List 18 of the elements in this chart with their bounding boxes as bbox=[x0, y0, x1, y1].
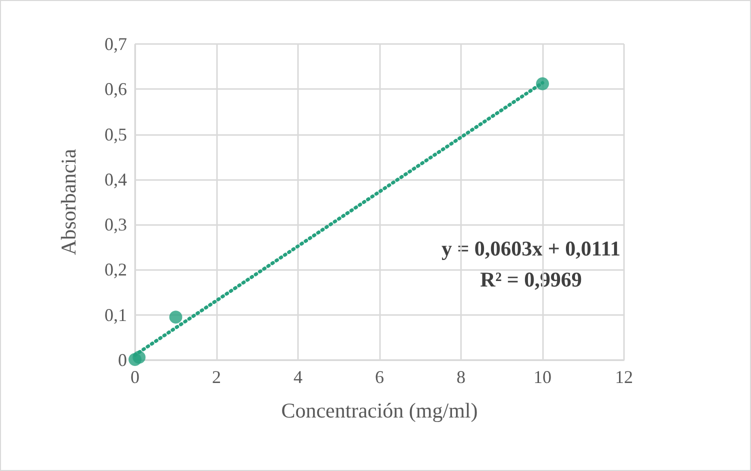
y-tick-label: 0,4 bbox=[104, 169, 127, 190]
y-tick-label: 0,7 bbox=[104, 34, 127, 54]
y-axis-title: Absorbancia bbox=[56, 148, 80, 256]
y-tick-label: 0,1 bbox=[104, 304, 127, 325]
y-tick-label: 0 bbox=[118, 350, 127, 370]
x-tick-label: 4 bbox=[294, 367, 302, 387]
annotation: R² = 0,9969 bbox=[480, 268, 582, 292]
x-tick-label: 2 bbox=[212, 367, 221, 387]
x-tick-label: 0 bbox=[130, 367, 140, 387]
y-tick-label: 0,3 bbox=[104, 214, 127, 235]
x-axis-title: Concentración (mg/ml) bbox=[281, 398, 478, 422]
x-tick-label: 10 bbox=[534, 367, 552, 387]
x-tick-label: 12 bbox=[615, 367, 633, 387]
x-tick-label: 6 bbox=[375, 367, 384, 387]
y-tick-label: 0,2 bbox=[104, 260, 127, 280]
y-tick-label: 0,5 bbox=[104, 124, 127, 144]
x-tick-label: 8 bbox=[456, 367, 466, 387]
y-tick-label: 0,6 bbox=[104, 79, 127, 100]
